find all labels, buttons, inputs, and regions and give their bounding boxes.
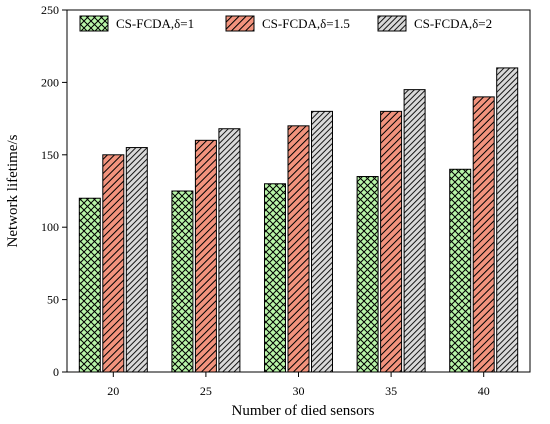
legend: CS-FCDA,δ=1 CS-FCDA,δ=1.5 CS-FCDA,δ=2: [79, 15, 492, 32]
bar-series-2-30: [287, 125, 310, 373]
y-tick-label: 200: [41, 75, 59, 89]
bar-series-3-25: [218, 128, 241, 373]
y-axis-title: Network lifetime/s: [5, 134, 21, 247]
bar-series-1-35: [356, 176, 379, 373]
bar-series-2-35: [380, 110, 403, 373]
bar-series-1-40: [449, 168, 472, 373]
legend-swatch-3: [377, 15, 407, 32]
y-tick-label: 0: [53, 365, 59, 379]
bar-series-3-40: [496, 67, 519, 373]
x-tick-label: 35: [385, 384, 397, 398]
legend-swatch-2: [225, 15, 255, 32]
bar-series-1-20: [78, 197, 101, 373]
bar-series-1-25: [171, 190, 194, 373]
legend-label-2: CS-FCDA,δ=1.5: [262, 16, 350, 31]
x-axis-title: Number of died sensors: [232, 403, 375, 419]
x-tick-label: 30: [293, 384, 305, 398]
y-tick-label: 50: [47, 293, 59, 307]
bar-series-3-35: [403, 89, 426, 373]
y-tick-label: 250: [41, 3, 59, 17]
bar-series-3-20: [125, 147, 148, 373]
bar-series-3-30: [311, 110, 333, 373]
bars: [78, 67, 519, 373]
x-tick-label: 40: [478, 384, 490, 398]
legend-swatch-1: [79, 15, 109, 32]
y-tick-label: 150: [41, 148, 59, 162]
bar-series-2-20: [102, 154, 125, 373]
bar-series-2-25: [194, 139, 217, 373]
y-tick-label: 100: [41, 220, 59, 234]
x-tick-label: 25: [200, 384, 212, 398]
x-tick-label: 20: [107, 384, 119, 398]
legend-label-3: CS-FCDA,δ=2: [414, 16, 492, 31]
bar-series-2-40: [472, 96, 495, 373]
bar-series-1-30: [264, 183, 286, 373]
legend-label-1: CS-FCDA,δ=1: [116, 16, 194, 31]
